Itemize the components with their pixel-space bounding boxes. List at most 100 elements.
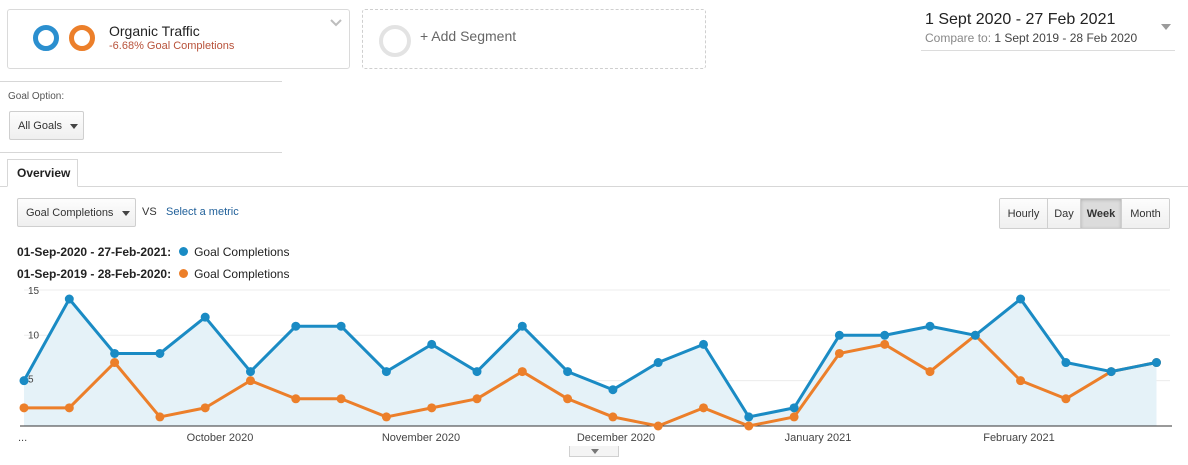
previous-series-point — [563, 394, 573, 404]
day-button[interactable]: Day — [1048, 199, 1081, 228]
y-tick-label: 5 — [28, 375, 34, 386]
x-tick-label: December 2020 — [577, 432, 655, 444]
current-series-point — [563, 367, 573, 377]
y-tick-label: 10 — [28, 330, 40, 341]
add-segment-button[interactable]: + Add Segment — [362, 9, 706, 69]
current-series-point — [1106, 367, 1116, 377]
previous-series-point — [880, 339, 890, 349]
legend-current: 01-Sep-2020 - 27-Feb-2021: Goal Completio… — [17, 245, 289, 259]
previous-series-point — [472, 394, 482, 404]
current-series-point — [291, 321, 301, 331]
current-series-point — [472, 367, 482, 377]
x-tick-label: February 2021 — [983, 432, 1055, 444]
caret-down-icon — [122, 211, 130, 216]
empty-segment-ring-icon — [379, 25, 411, 57]
previous-series-point — [699, 403, 708, 413]
current-series-point — [427, 339, 437, 349]
goal-option-label: Goal Option: — [8, 91, 65, 102]
previous-series-point — [64, 403, 74, 413]
chart-scroll-handle[interactable] — [569, 446, 619, 457]
current-series-point — [1152, 358, 1161, 368]
previous-series-point — [200, 403, 210, 413]
current-series-point — [64, 294, 74, 304]
y-tick-label: 15 — [28, 286, 40, 297]
month-button[interactable]: Month — [1122, 199, 1169, 228]
date-caret-icon — [1161, 24, 1171, 30]
current-series-point — [699, 339, 708, 349]
legend-current-range: 01-Sep-2020 - 27-Feb-2021: — [17, 245, 172, 259]
select-metric-link[interactable]: Select a metric — [166, 206, 239, 218]
current-series-point — [155, 348, 165, 358]
tab-overview-label: Overview — [17, 166, 71, 180]
compare-value: 1 Sept 2019 - 28 Feb 2020 — [994, 31, 1138, 45]
date-range-picker[interactable]: 1 Sept 2020 - 27 Feb 2021 Compare to: 1 … — [921, 8, 1175, 51]
current-series-point — [246, 367, 255, 377]
previous-series-point — [925, 367, 935, 377]
legend-previous: 01-Sep-2019 - 28-Feb-2020: Goal Completio… — [17, 267, 289, 281]
segment-previous-ring-icon — [69, 25, 95, 51]
legend-previous-range: 01-Sep-2019 - 28-Feb-2020: — [17, 267, 172, 281]
previous-series-point — [291, 394, 301, 404]
current-series-point — [834, 330, 844, 340]
previous-series-line — [24, 333, 1157, 428]
current-series-point — [19, 376, 29, 386]
date-range-compare: Compare to: 1 Sept 2019 - 28 Feb 2020 — [925, 31, 1137, 45]
metric-select[interactable]: Goal Completions — [17, 198, 136, 227]
current-series-point — [970, 330, 980, 340]
caret-down-icon — [591, 449, 599, 454]
current-series-point — [381, 367, 391, 377]
x-tick-label: ... — [18, 432, 27, 444]
previous-series-point — [336, 394, 346, 404]
goal-completions-chart: 5 10 15... October 2020 November 2020 Decembe… — [18, 286, 1172, 444]
chevron-down-icon[interactable] — [329, 16, 343, 30]
goal-option-value: All Goals — [18, 120, 63, 132]
week-button[interactable]: Week — [1081, 199, 1122, 228]
current-series-point — [925, 321, 935, 331]
segment-subtitle: -6.68% Goal Completions — [109, 40, 235, 52]
hourly-button[interactable]: Hourly — [1000, 199, 1048, 228]
segment-name: Organic Traffic — [109, 23, 200, 39]
segment-card[interactable]: Organic Traffic -6.68% Goal Completions — [7, 9, 350, 69]
date-range-main: 1 Sept 2020 - 27 Feb 2021 — [925, 11, 1116, 28]
current-series-point — [110, 348, 120, 358]
current-series-point — [1061, 358, 1071, 368]
metric-select-value: Goal Completions — [26, 207, 114, 219]
current-series-point — [517, 321, 527, 331]
legend-current-dot — [179, 247, 189, 256]
current-series-point — [880, 330, 890, 340]
previous-series-point — [110, 358, 120, 368]
current-area-fill — [24, 299, 1157, 426]
compare-label: Compare to: — [925, 31, 992, 45]
divider — [0, 152, 282, 153]
goal-option-select[interactable]: All Goals — [9, 111, 84, 140]
caret-down-icon — [70, 124, 78, 129]
previous-series-point — [789, 412, 799, 422]
tab-bar-border — [0, 186, 1188, 187]
current-series-point — [789, 403, 799, 413]
previous-series-point — [19, 403, 29, 413]
previous-series-point — [155, 412, 165, 422]
legend-previous-metric: Goal Completions — [194, 267, 290, 281]
x-tick-label: November 2020 — [382, 432, 460, 444]
previous-series-point — [427, 403, 437, 413]
tab-overview[interactable]: Overview — [7, 159, 78, 187]
current-series-point — [200, 312, 210, 322]
current-series-point — [608, 385, 618, 395]
x-tick-label: October 2020 — [187, 432, 254, 444]
previous-series-point — [744, 421, 754, 431]
current-series-point — [653, 358, 663, 368]
legend-previous-dot — [179, 269, 189, 278]
vs-label: VS — [142, 206, 157, 218]
x-tick-label: January 2021 — [785, 432, 852, 444]
current-series-point — [1016, 294, 1026, 304]
previous-series-point — [653, 421, 663, 431]
legend-current-metric: Goal Completions — [194, 245, 290, 259]
divider — [0, 81, 282, 82]
previous-series-point — [1016, 376, 1026, 386]
current-series-point — [336, 321, 346, 331]
previous-series-point — [246, 376, 255, 386]
granularity-buttons: Hourly Day Week Month — [999, 198, 1170, 229]
segment-current-ring-icon — [33, 25, 59, 51]
add-segment-label: + Add Segment — [420, 28, 517, 44]
previous-series-point — [834, 348, 844, 358]
